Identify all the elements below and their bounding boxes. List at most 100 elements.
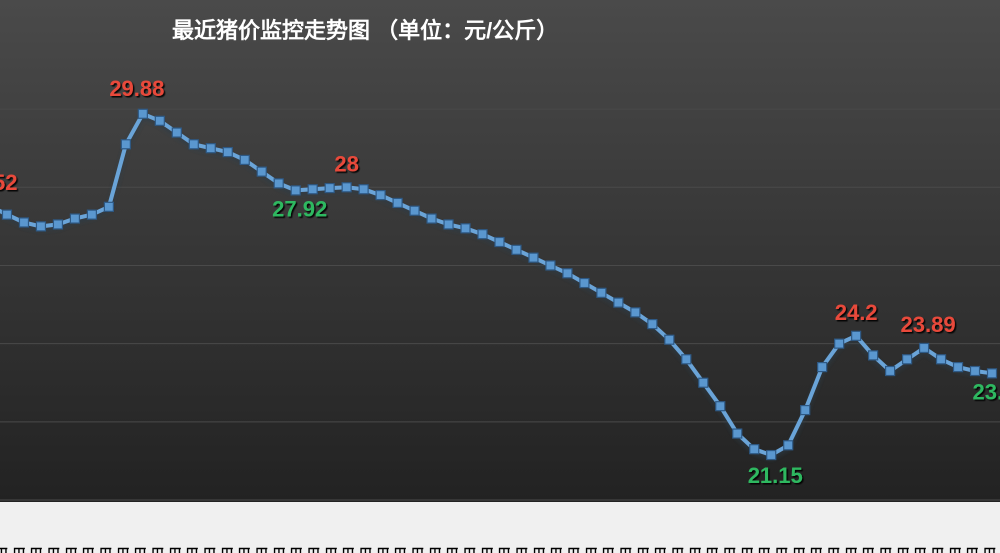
- data-marker: [104, 202, 113, 211]
- data-marker: [427, 214, 436, 223]
- x-tick-label: 5日: [654, 546, 668, 553]
- annotation-max: 28: [334, 151, 358, 176]
- data-marker: [852, 331, 861, 340]
- data-marker: [699, 378, 708, 387]
- annotation-max: 29.88: [109, 76, 164, 101]
- x-tick-label: 9日: [203, 546, 217, 553]
- data-marker: [614, 298, 623, 307]
- data-marker: [308, 185, 317, 194]
- data-marker: [189, 140, 198, 149]
- data-marker: [733, 429, 742, 438]
- x-tick-label: 9日: [186, 546, 200, 553]
- x-tick-label: 27日: [30, 546, 44, 553]
- data-marker: [274, 179, 283, 188]
- x-tick-label: 5日: [636, 546, 650, 553]
- data-marker: [359, 185, 368, 194]
- x-tick-label: 17日: [342, 546, 356, 553]
- data-marker: [546, 261, 555, 270]
- x-tick-label: 24日: [446, 546, 460, 553]
- annotation-max: 23.89: [901, 312, 956, 337]
- annotation-min: 23.24: [972, 379, 1000, 404]
- x-tick-label: 3日: [99, 546, 113, 553]
- x-tick-label: 30日: [550, 546, 564, 553]
- x-tick-label: 15日: [290, 546, 304, 553]
- data-marker: [87, 210, 96, 219]
- x-tick-label: 21日: [394, 546, 408, 553]
- data-marker: [461, 224, 470, 233]
- x-tick-label: 11日: [758, 546, 772, 553]
- data-marker: [648, 320, 657, 329]
- x-tick-label: 15日: [307, 546, 321, 553]
- data-marker: [563, 269, 572, 278]
- data-marker: [393, 198, 402, 207]
- x-tick-label: 24日: [428, 546, 442, 553]
- annotation-min: 21.15: [748, 463, 803, 488]
- x-tick-label: 17日: [324, 546, 338, 553]
- data-marker: [937, 355, 946, 364]
- data-marker: [767, 451, 776, 460]
- x-tick-label: 15日: [827, 546, 841, 553]
- x-tick-label: 26日: [480, 546, 494, 553]
- data-marker: [325, 184, 334, 193]
- data-marker: [172, 128, 181, 137]
- data-marker: [53, 220, 62, 229]
- data-marker: [291, 186, 300, 195]
- annotation-max: 27.52: [0, 170, 18, 195]
- x-tick-label: 25日: [966, 546, 980, 553]
- x-tick-label: 19日: [376, 546, 390, 553]
- data-marker: [801, 406, 810, 415]
- x-tick-label: 25日: [983, 546, 997, 553]
- x-tick-label: 3日: [116, 546, 130, 553]
- x-tick-label: 15日: [810, 546, 824, 553]
- x-tick-label: 28日: [515, 546, 529, 553]
- x-tick-label: 7日: [168, 546, 182, 553]
- data-marker: [716, 402, 725, 411]
- annotation-max: 24.2: [835, 300, 878, 325]
- data-marker: [920, 343, 929, 352]
- data-marker: [223, 148, 232, 157]
- x-tick-label: 9日: [706, 546, 720, 553]
- x-axis-band: [0, 502, 1000, 553]
- x-tick-label: 1日: [82, 546, 96, 553]
- x-tick-label: 27日: [47, 546, 61, 553]
- data-marker: [512, 245, 521, 254]
- data-marker: [376, 191, 385, 200]
- x-tick-label: 3日: [619, 546, 633, 553]
- x-tick-label: 23日: [948, 546, 962, 553]
- data-marker: [529, 253, 538, 262]
- x-tick-label: 3日: [602, 546, 616, 553]
- x-tick-label: 13日: [792, 546, 806, 553]
- x-tick-label: 17日: [844, 546, 858, 553]
- x-tick-label: 9日: [723, 546, 737, 553]
- x-tick-label: 26日: [463, 546, 477, 553]
- data-marker: [478, 230, 487, 239]
- data-marker: [631, 308, 640, 317]
- data-marker: [971, 367, 980, 376]
- x-tick-label: 13日: [272, 546, 286, 553]
- x-tick-label: 21日: [914, 546, 928, 553]
- x-tick-label: 23日: [931, 546, 945, 553]
- data-marker: [342, 183, 351, 192]
- x-tick-label: 25日: [0, 546, 9, 553]
- x-tick-label: 19日: [879, 546, 893, 553]
- data-marker: [444, 220, 453, 229]
- x-tick-label: 30日: [532, 546, 546, 553]
- data-marker: [597, 288, 606, 297]
- x-tick-label: 13日: [255, 546, 269, 553]
- x-tick-label: 11日: [740, 546, 754, 553]
- price-chart: 最近猪价监控走势图 （单位：元/公斤）25日25日27日27日1日1日3日3日5…: [0, 0, 1000, 553]
- x-tick-label: 11日: [238, 546, 252, 553]
- chart-svg: 最近猪价监控走势图 （单位：元/公斤）25日25日27日27日1日1日3日3日5…: [0, 0, 1000, 553]
- data-marker: [988, 369, 997, 378]
- x-tick-label: 11日: [220, 546, 234, 553]
- data-marker: [2, 210, 11, 219]
- data-marker: [903, 355, 912, 364]
- data-marker: [138, 109, 147, 118]
- data-marker: [240, 155, 249, 164]
- data-marker: [682, 355, 691, 364]
- data-marker: [410, 206, 419, 215]
- annotation-min: 27.92: [272, 196, 327, 221]
- x-tick-label: 19日: [896, 546, 910, 553]
- x-tick-label: 17日: [862, 546, 876, 553]
- data-marker: [835, 339, 844, 348]
